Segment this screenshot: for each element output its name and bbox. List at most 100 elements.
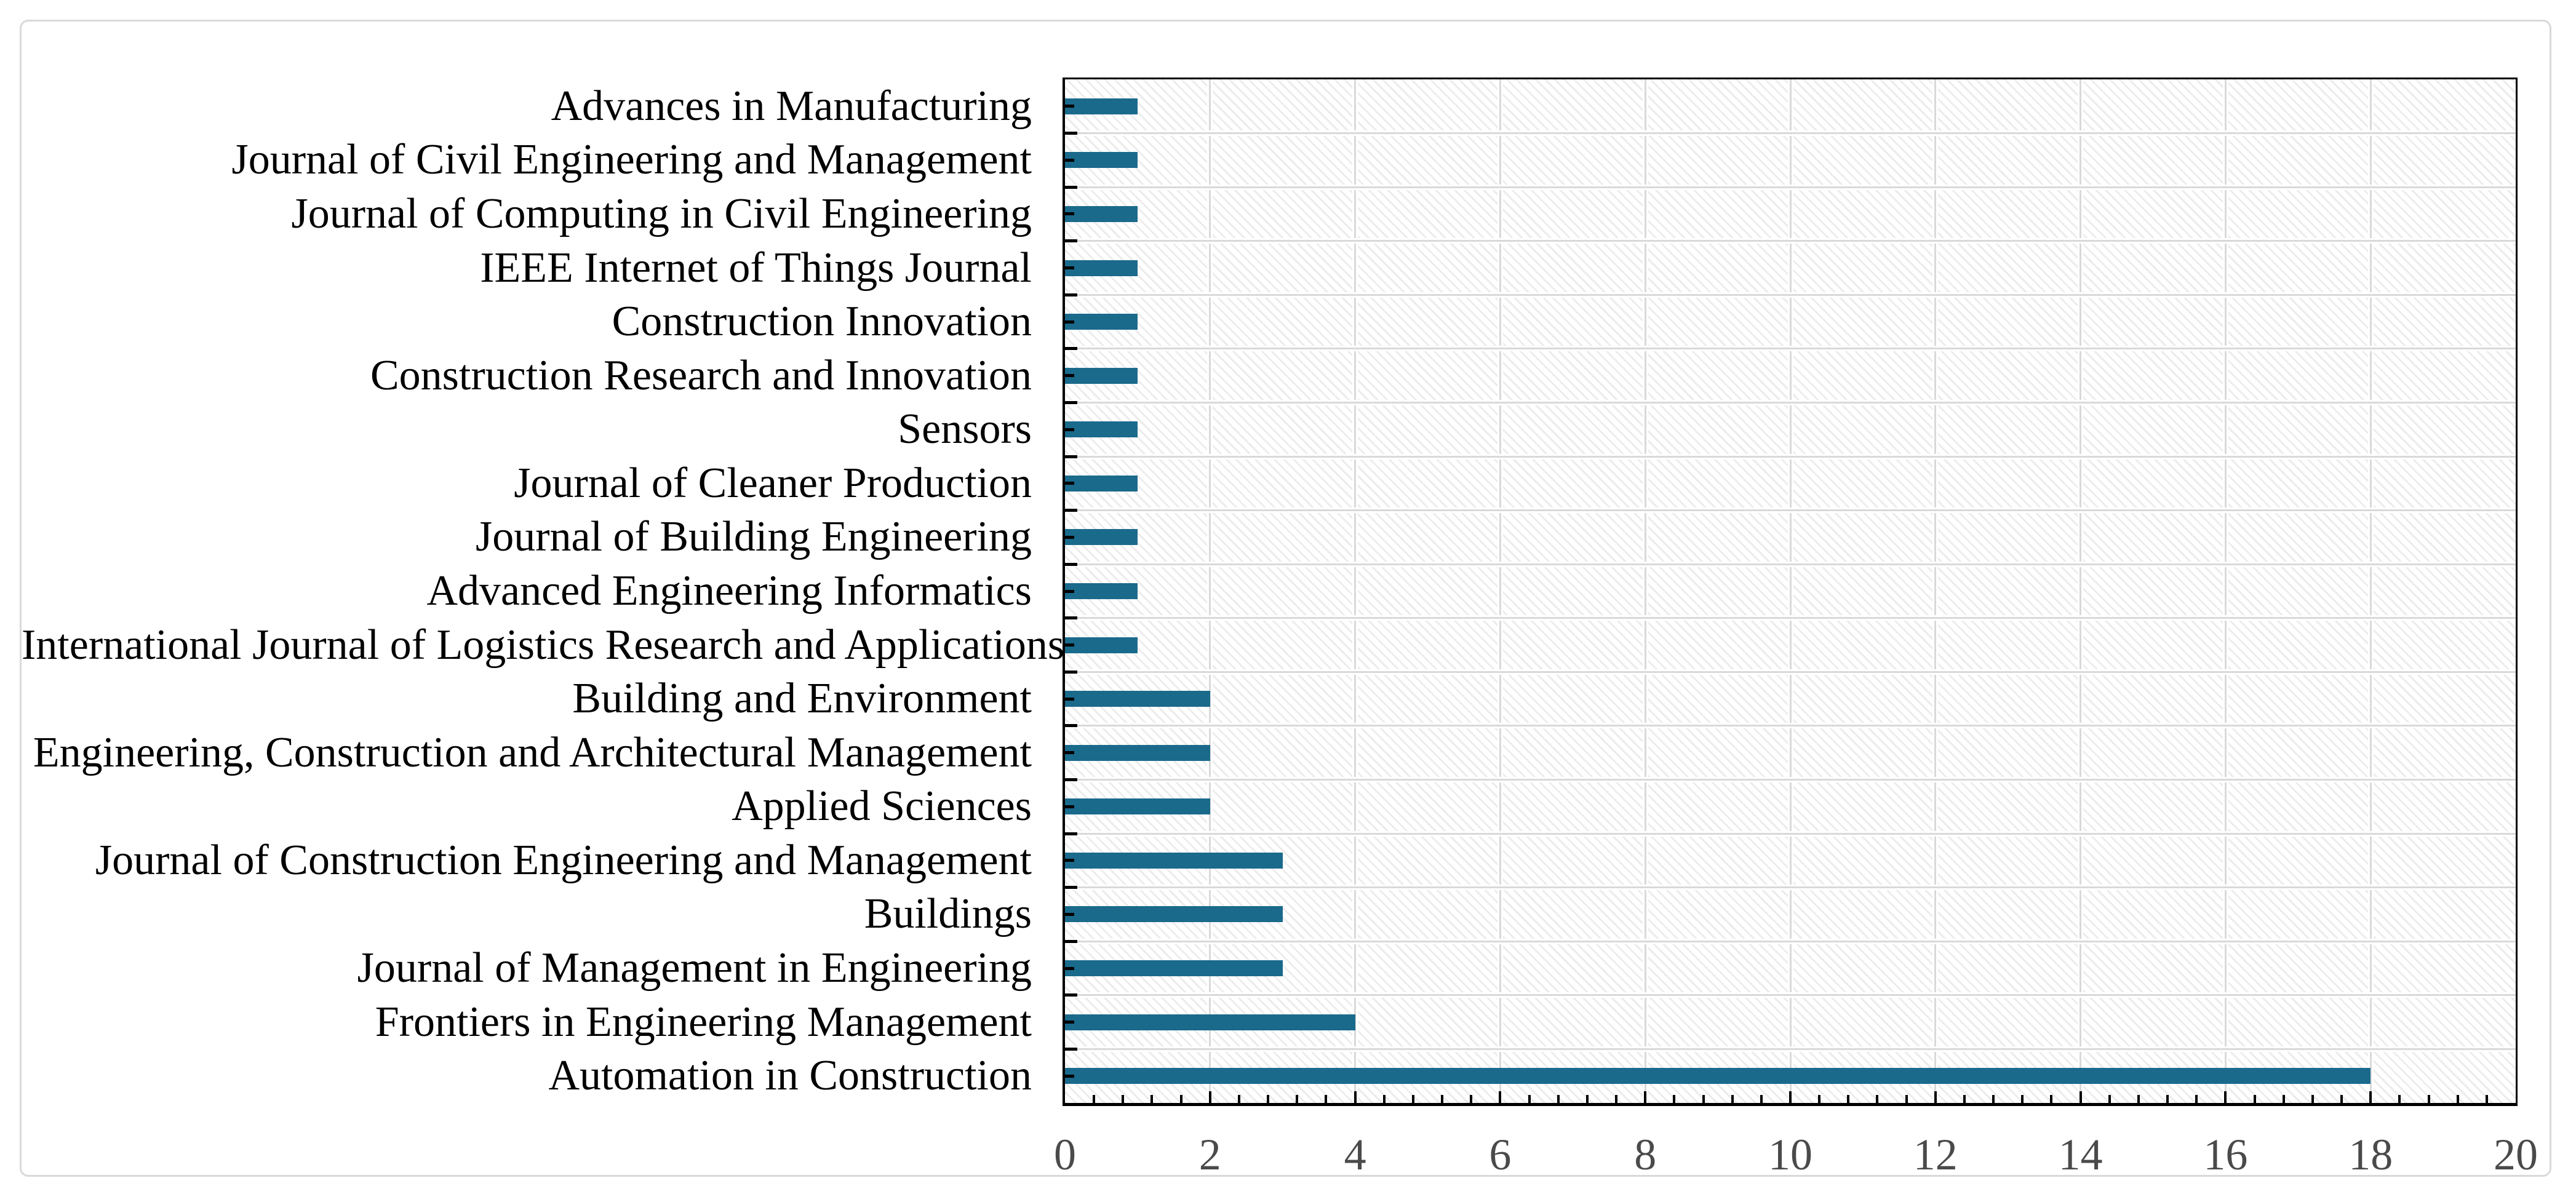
y-tick <box>1065 562 1077 566</box>
category-label: International Journal of Logistics Resea… <box>22 621 1065 669</box>
x-minor-tick <box>1179 1095 1182 1103</box>
bar <box>1065 1014 1355 1030</box>
x-major-tick <box>1354 1091 1357 1103</box>
y-tick <box>1065 1074 1074 1078</box>
category-label: Construction Innovation <box>612 298 1032 346</box>
bar <box>1065 583 1138 599</box>
x-tick-label: 8 <box>1634 1130 1657 1179</box>
x-minor-tick <box>1731 1095 1734 1103</box>
y-tick <box>1065 939 1077 943</box>
y-tick <box>1065 185 1077 189</box>
y-tick <box>1065 509 1077 512</box>
y-tick <box>1065 966 1074 970</box>
x-tick-label: 18 <box>2348 1130 2393 1179</box>
x-minor-tick <box>1963 1095 1966 1103</box>
vertical-gridline <box>1787 79 1793 1103</box>
category-label: IEEE Internet of Things Journal <box>480 244 1032 292</box>
y-tick <box>1065 859 1074 862</box>
horizontal-gridline <box>1065 292 2516 298</box>
x-minor-tick <box>1150 1095 1154 1103</box>
x-axis-labels: 0 2 4 6 8 10 12 14 16 18 20 <box>1054 1112 2538 1198</box>
horizontal-gridline <box>1065 1046 2516 1052</box>
category-label: Engineering, Construction and Architectu… <box>33 728 1032 776</box>
x-minor-tick <box>2282 1095 2285 1103</box>
category-label: Automation in Construction <box>548 1052 1032 1100</box>
x-major-tick <box>1499 1091 1502 1103</box>
y-tick <box>1065 1021 1074 1024</box>
x-minor-tick <box>1267 1095 1270 1103</box>
x-minor-tick <box>1470 1095 1473 1103</box>
x-major-tick <box>1208 1091 1211 1103</box>
bar <box>1065 205 1138 222</box>
bar <box>1065 475 1138 492</box>
category-label: Applied Sciences <box>732 782 1032 830</box>
y-tick <box>1065 482 1074 485</box>
y-tick <box>1065 132 1077 135</box>
x-minor-tick <box>1441 1095 1444 1103</box>
bar <box>1065 152 1138 169</box>
horizontal-gridline <box>1065 399 2516 405</box>
y-tick <box>1065 697 1074 701</box>
x-tick-label: 4 <box>1344 1130 1366 1179</box>
horizontal-gridline <box>1065 507 2516 514</box>
x-minor-tick <box>1557 1095 1560 1103</box>
x-minor-tick <box>1847 1095 1850 1103</box>
vertical-gridline <box>1642 79 1648 1103</box>
y-tick <box>1065 374 1074 378</box>
x-minor-tick <box>2456 1095 2459 1103</box>
x-tick-label: 0 <box>1054 1130 1076 1179</box>
x-minor-tick <box>1905 1095 1908 1103</box>
x-minor-tick <box>2195 1095 2198 1103</box>
vertical-gridline <box>1497 79 1503 1103</box>
horizontal-gridline <box>1065 992 2516 998</box>
x-minor-tick <box>2021 1095 2024 1103</box>
x-minor-tick <box>1382 1095 1386 1103</box>
bar <box>1065 744 1210 761</box>
vertical-gridline <box>1932 79 1939 1103</box>
category-label: Journal of Civil Engineering and Managem… <box>231 136 1032 184</box>
x-major-tick <box>1789 1091 1792 1103</box>
y-tick <box>1065 293 1077 297</box>
y-tick <box>1065 832 1077 835</box>
x-tick-label: 14 <box>2058 1130 2103 1179</box>
x-minor-tick <box>2340 1095 2343 1103</box>
bar <box>1065 637 1138 653</box>
y-tick <box>1065 643 1074 647</box>
y-tick <box>1065 158 1074 162</box>
bar <box>1065 852 1283 869</box>
bar <box>1065 960 1283 977</box>
x-major-tick <box>2079 1091 2082 1103</box>
y-tick <box>1065 616 1077 620</box>
category-label: Journal of Construction Engineering and … <box>95 836 1032 884</box>
x-major-tick <box>2224 1091 2227 1103</box>
y-tick <box>1065 724 1077 728</box>
category-label: Journal of Computing in Civil Engineerin… <box>291 189 1032 237</box>
y-tick <box>1065 535 1074 539</box>
y-tick <box>1065 428 1074 431</box>
bar <box>1065 529 1138 546</box>
x-minor-tick <box>1296 1095 1299 1103</box>
figure-frame: Advances in Manufacturing Journal of Civi… <box>20 20 2551 1179</box>
x-tick-label: 2 <box>1198 1130 1221 1179</box>
y-tick <box>1065 239 1077 243</box>
gridlines <box>1065 79 2516 1103</box>
y-tick <box>1065 455 1077 458</box>
x-minor-tick <box>1876 1095 1879 1103</box>
bar <box>1065 98 1138 114</box>
horizontal-gridline <box>1065 938 2516 944</box>
x-minor-tick <box>2253 1095 2256 1103</box>
y-tick <box>1065 912 1074 916</box>
horizontal-gridline <box>1065 885 2516 891</box>
y-tick <box>1065 886 1077 890</box>
x-minor-tick <box>1673 1095 1676 1103</box>
horizontal-gridline <box>1065 830 2516 837</box>
bar <box>1065 421 1138 438</box>
y-tick <box>1065 212 1074 216</box>
x-tick-label: 16 <box>2203 1130 2248 1179</box>
vertical-gridline <box>2078 79 2084 1103</box>
category-label: Sensors <box>898 405 1032 453</box>
vertical-gridline <box>1352 79 1358 1103</box>
x-minor-tick <box>1760 1095 1763 1103</box>
bar <box>1065 906 1283 923</box>
bar <box>1065 1068 2371 1085</box>
